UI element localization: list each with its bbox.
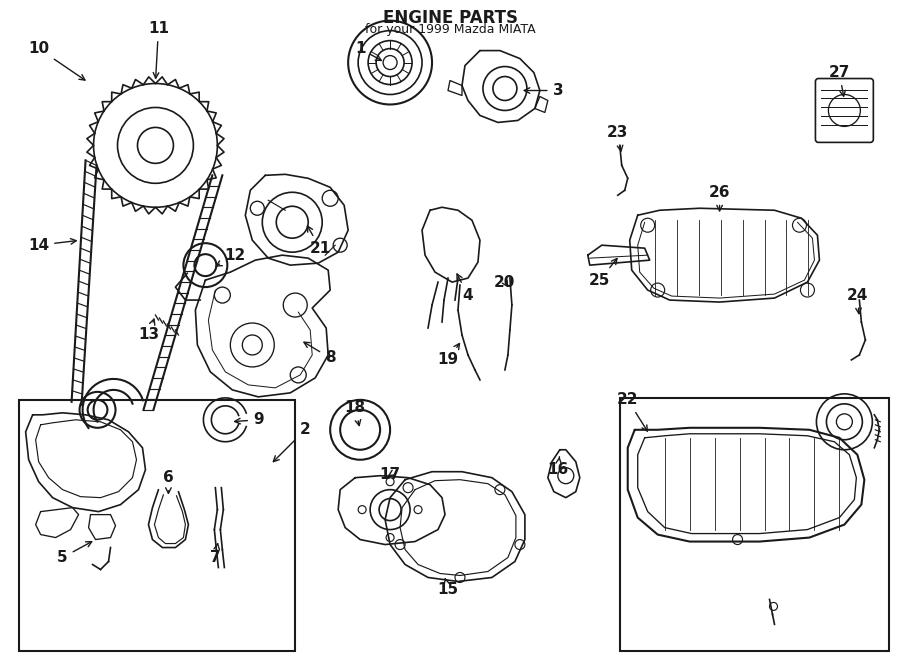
Text: 10: 10 (28, 41, 85, 80)
Text: for your 1999 Mazda MIATA: for your 1999 Mazda MIATA (364, 22, 536, 36)
Text: 1: 1 (355, 41, 382, 60)
Text: 14: 14 (28, 238, 76, 253)
Text: 18: 18 (345, 401, 365, 426)
Text: 15: 15 (437, 578, 459, 597)
Text: 3: 3 (524, 83, 563, 98)
Text: 26: 26 (709, 185, 730, 211)
Text: 5: 5 (58, 541, 92, 565)
Text: 2: 2 (274, 422, 310, 461)
Text: 9: 9 (235, 412, 264, 427)
Text: 16: 16 (547, 457, 569, 477)
Text: 21: 21 (308, 226, 331, 256)
Text: 13: 13 (138, 319, 159, 342)
Text: 17: 17 (380, 467, 400, 482)
Text: 22: 22 (617, 393, 647, 431)
Text: 11: 11 (148, 21, 169, 78)
Text: 25: 25 (590, 258, 617, 288)
Text: 7: 7 (210, 544, 220, 565)
Text: 12: 12 (216, 248, 246, 266)
Text: 8: 8 (304, 342, 336, 366)
Bar (620, 398, 889, 651)
Bar (19, 400, 295, 651)
Text: 19: 19 (437, 344, 460, 368)
Text: 27: 27 (829, 65, 850, 97)
Text: ENGINE PARTS: ENGINE PARTS (382, 9, 518, 26)
Text: 24: 24 (847, 288, 868, 314)
Text: 23: 23 (608, 125, 628, 151)
Text: 6: 6 (163, 470, 174, 493)
Text: 4: 4 (457, 274, 473, 303)
Text: 20: 20 (494, 274, 516, 290)
